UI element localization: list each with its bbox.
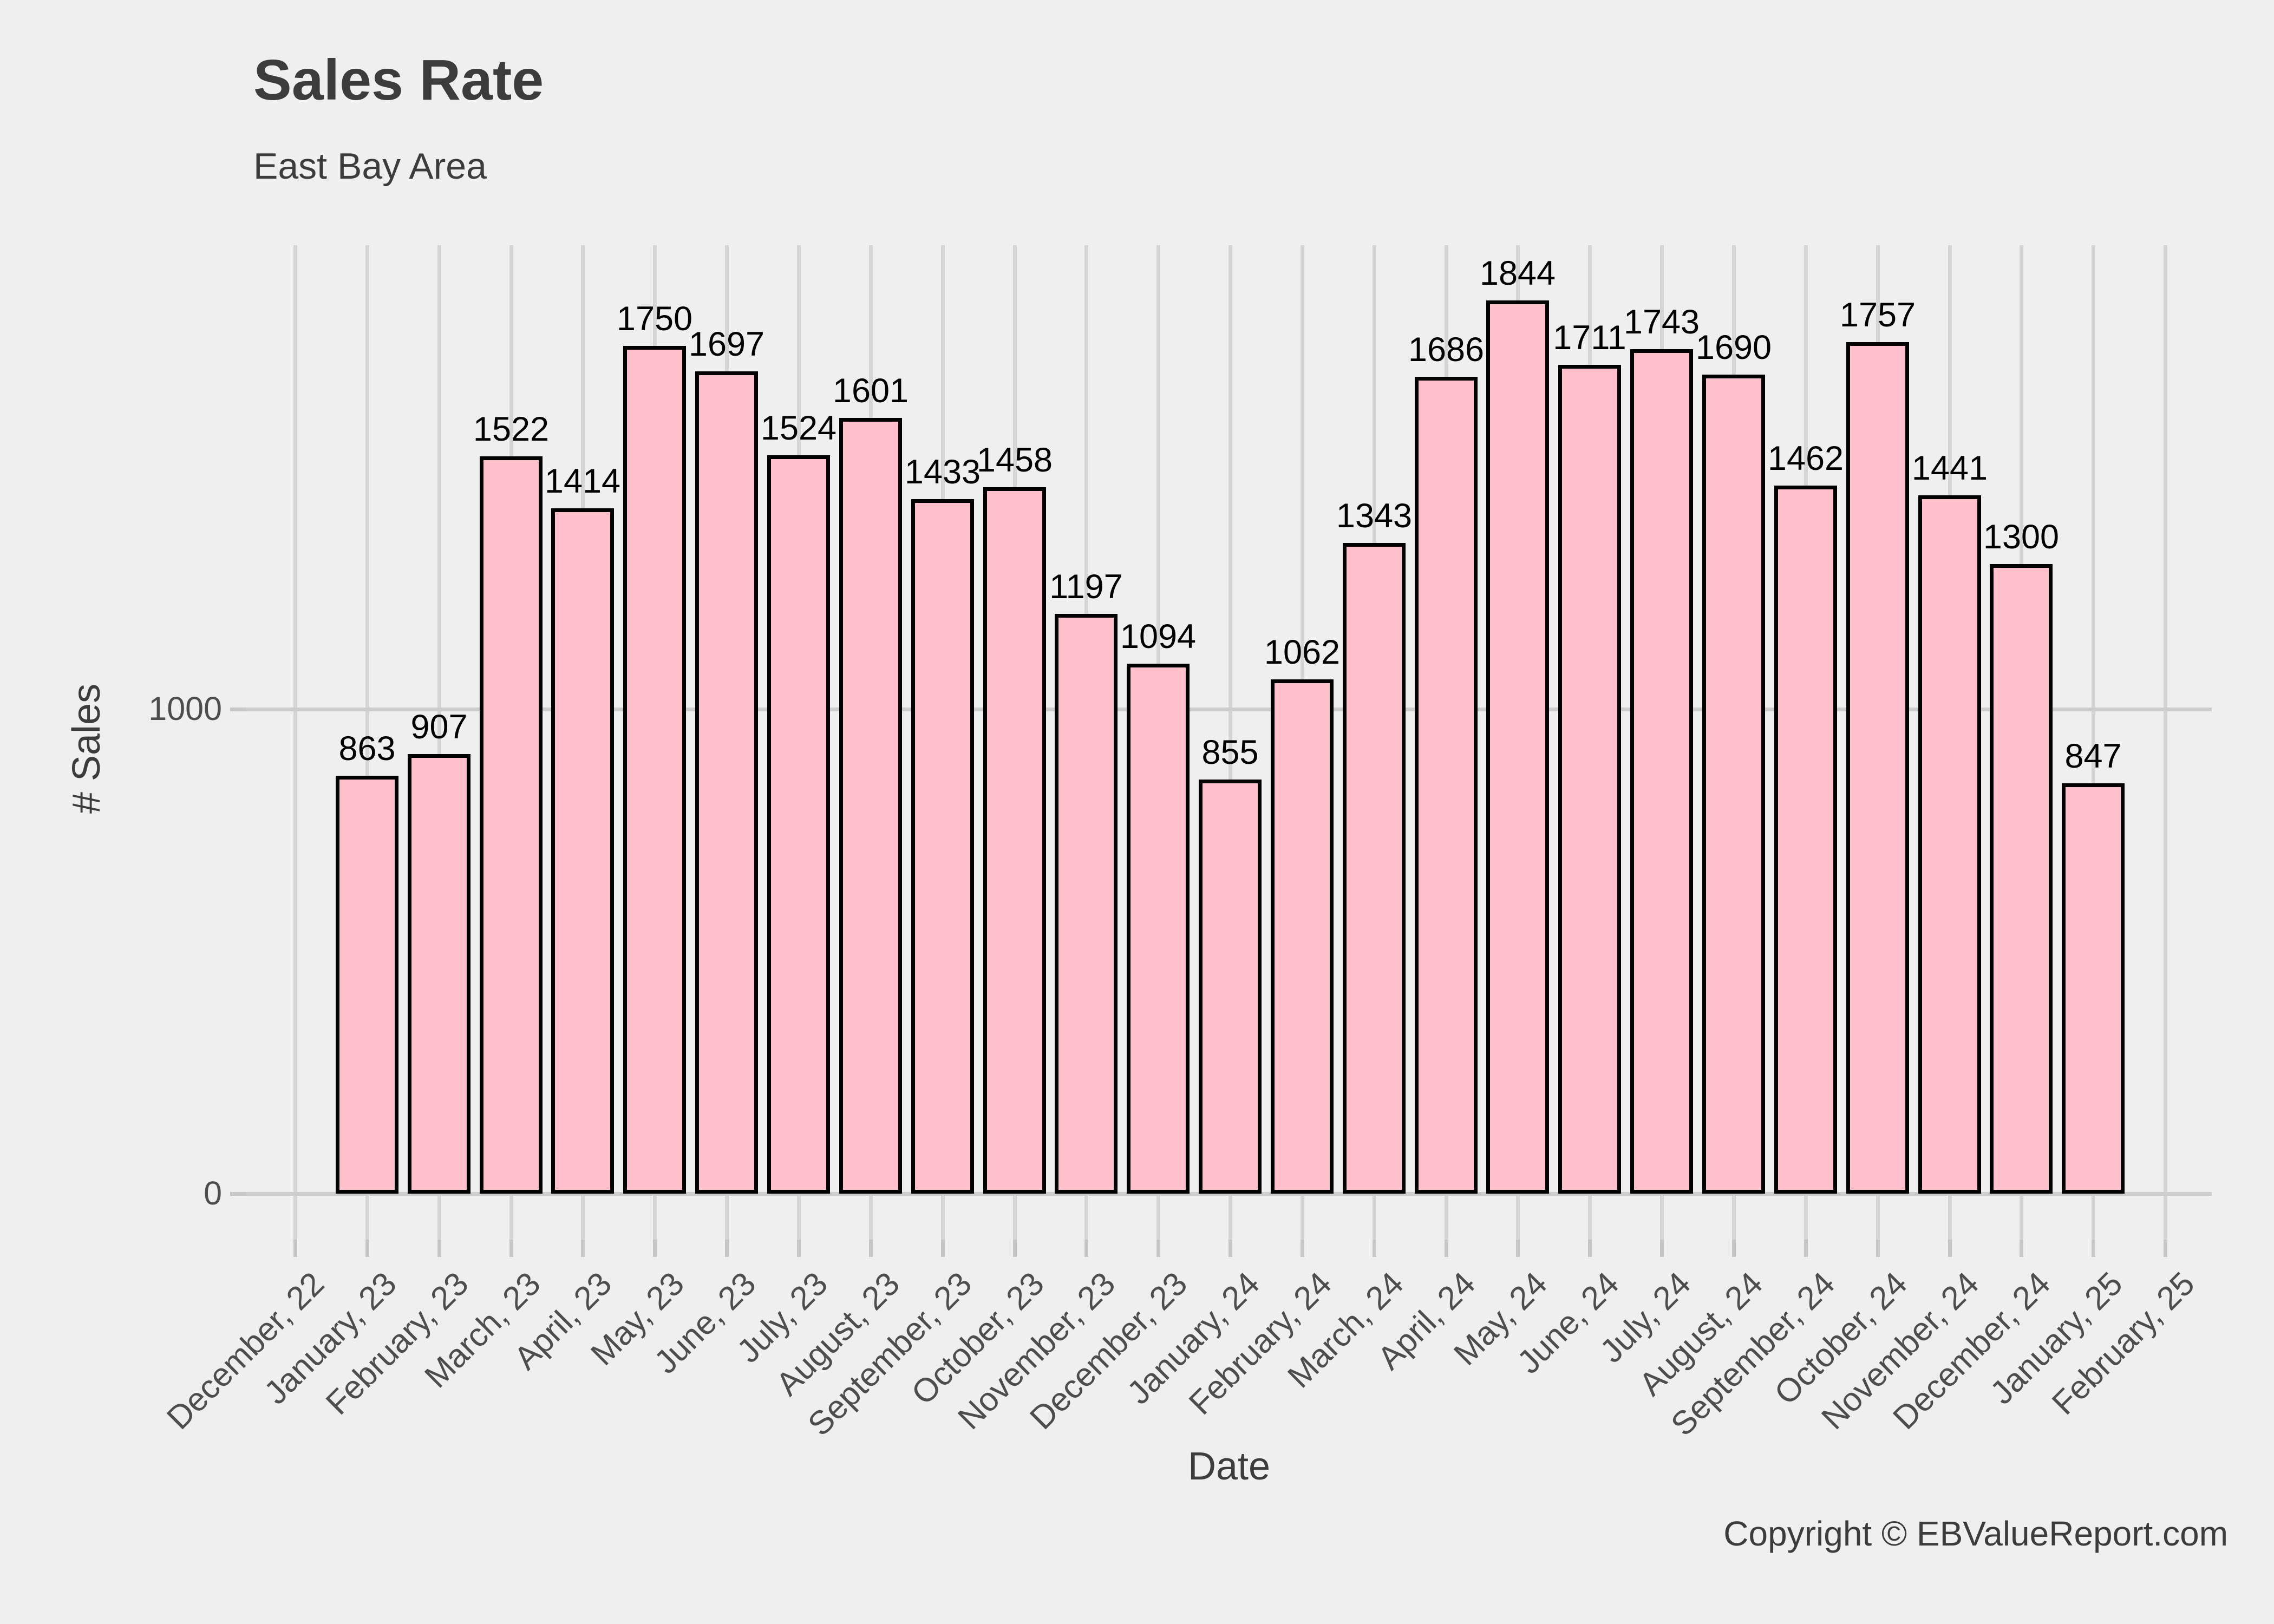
horizontal-gridline	[246, 708, 2212, 711]
bar-value-label: 1197	[1049, 568, 1123, 606]
x-axis-tick	[1876, 1240, 1880, 1257]
y-tick-label: 0	[204, 1175, 222, 1212]
x-axis-tick	[2164, 1240, 2167, 1257]
bar	[336, 776, 398, 1194]
x-axis-tick	[725, 1240, 729, 1257]
bar	[1774, 486, 1837, 1194]
copyright-text: Copyright © EBValueReport.com	[1723, 1514, 2228, 1553]
x-axis-tick	[1084, 1240, 1088, 1257]
x-axis-tick	[653, 1240, 657, 1257]
bar-value-label: 1690	[1695, 329, 1772, 366]
x-axis-tick	[1516, 1240, 1520, 1257]
bar	[1630, 349, 1693, 1194]
bar-value-label: 1601	[832, 372, 909, 410]
bar	[1055, 614, 1118, 1194]
bar	[1702, 375, 1765, 1194]
bar-value-label: 847	[2064, 737, 2122, 775]
x-axis-tick	[1588, 1240, 1592, 1257]
bar-value-label: 1433	[904, 453, 981, 491]
bar-value-label: 1094	[1120, 618, 1197, 656]
bar-value-label: 1414	[544, 462, 621, 500]
chart-title: Sales Rate	[253, 48, 544, 112]
bar	[1271, 679, 1334, 1194]
x-axis-tick	[293, 1240, 297, 1257]
bar-value-label: 1844	[1479, 254, 1556, 292]
horizontal-gridline	[246, 1192, 2212, 1196]
bar	[1918, 495, 1981, 1194]
bar	[2062, 783, 2125, 1194]
x-axis-tick	[797, 1240, 801, 1257]
bar	[767, 455, 830, 1194]
bar-value-label: 1686	[1408, 331, 1485, 369]
x-axis-tick	[1301, 1240, 1304, 1257]
y-axis-tick	[230, 1192, 246, 1196]
vertical-gridline	[437, 245, 441, 1240]
x-axis-tick	[941, 1240, 945, 1257]
bar-value-label: 1522	[473, 410, 550, 448]
vertical-gridline	[2164, 245, 2167, 1240]
x-axis-tick	[1445, 1240, 1448, 1257]
bar	[480, 456, 543, 1194]
x-axis-tick	[509, 1240, 513, 1257]
bar-value-label: 907	[410, 708, 468, 746]
bar	[408, 754, 471, 1194]
bar	[983, 487, 1046, 1194]
x-axis-tick	[1229, 1240, 1232, 1257]
x-axis-tick	[2092, 1240, 2095, 1257]
x-axis-tick	[1660, 1240, 1664, 1257]
bar-value-label: 855	[1201, 734, 1259, 771]
x-axis-tick	[2020, 1240, 2023, 1257]
x-axis-tick	[1948, 1240, 1952, 1257]
x-axis-tick	[869, 1240, 873, 1257]
bar-value-label: 1757	[1839, 296, 1916, 334]
bar-value-label: 1343	[1336, 497, 1413, 535]
vertical-gridline	[1229, 245, 1232, 1240]
x-axis-tick	[437, 1240, 441, 1257]
bar	[551, 508, 614, 1194]
bar	[1127, 664, 1190, 1194]
bar	[623, 346, 686, 1194]
vertical-gridline	[2092, 245, 2095, 1240]
x-axis-tick	[1732, 1240, 1736, 1257]
bar	[695, 371, 758, 1194]
bar-value-label: 1750	[616, 300, 693, 338]
bar	[1199, 780, 1262, 1194]
x-axis-tick	[1804, 1240, 1808, 1257]
bar	[839, 418, 902, 1194]
x-axis-tick	[1373, 1240, 1376, 1257]
bar-value-label: 1524	[760, 409, 837, 447]
y-axis-tick	[230, 708, 246, 711]
y-tick-label: 1000	[148, 690, 222, 727]
bar	[1343, 543, 1406, 1194]
bar-value-label: 1458	[976, 441, 1053, 479]
bar	[911, 499, 974, 1194]
bar-value-label: 1441	[1911, 449, 1988, 487]
x-axis-tick	[365, 1240, 369, 1257]
bar-value-label: 1462	[1767, 440, 1844, 477]
bar	[1415, 377, 1478, 1194]
x-axis-title: Date	[1187, 1445, 1271, 1488]
bar-value-label: 863	[338, 730, 396, 768]
bar	[1558, 365, 1621, 1194]
bar-value-label: 1697	[688, 325, 765, 363]
bar	[1990, 564, 2053, 1194]
chart-subtitle: East Bay Area	[253, 146, 487, 187]
bar-value-label: 1062	[1264, 633, 1341, 671]
bar-value-label: 1300	[1983, 518, 2060, 556]
x-axis-tick	[1013, 1240, 1017, 1257]
vertical-gridline	[365, 245, 369, 1240]
bar-value-label: 1743	[1623, 303, 1700, 341]
vertical-gridline	[293, 245, 297, 1240]
bar	[1846, 342, 1909, 1194]
x-axis-tick	[1156, 1240, 1160, 1257]
bar	[1486, 300, 1549, 1194]
bar-value-label: 1711	[1553, 319, 1626, 357]
x-axis-tick	[581, 1240, 585, 1257]
y-axis-title: # Sales	[65, 683, 108, 814]
